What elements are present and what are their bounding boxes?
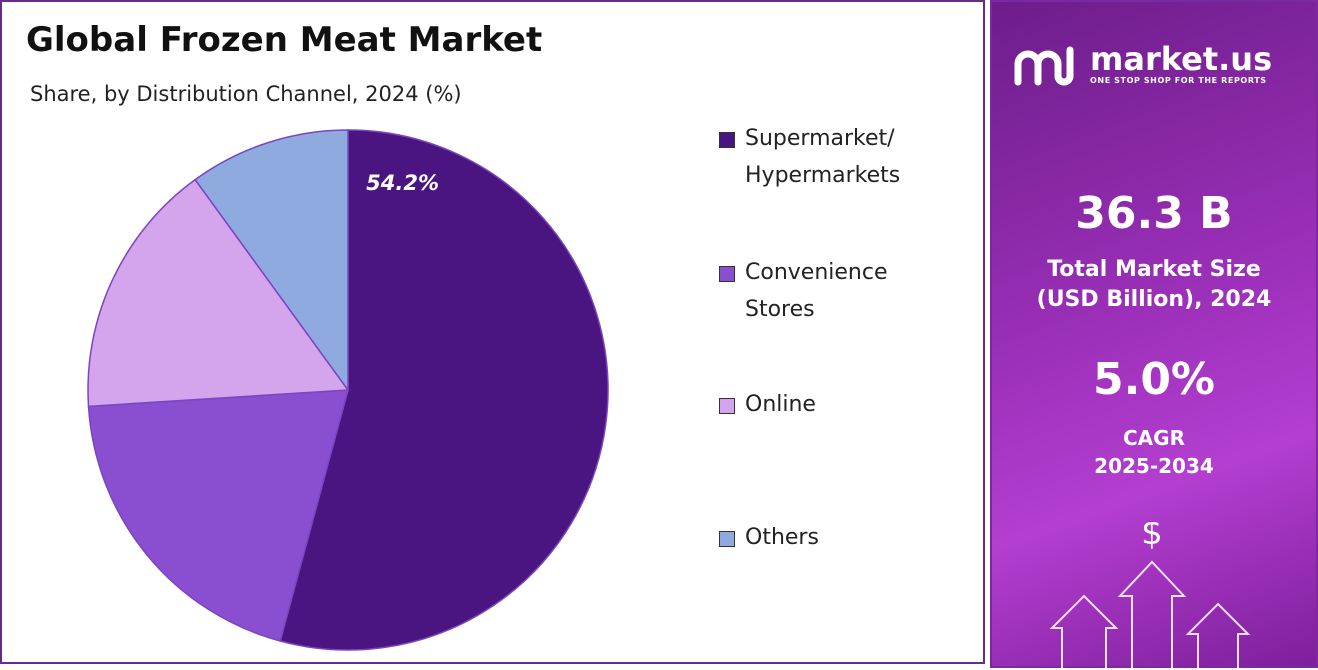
cagr: 5.0%	[1092, 354, 1216, 405]
arrows-decoration: $	[1049, 522, 1251, 670]
cagr-label: CAGR	[1123, 426, 1185, 450]
legend-swatch	[719, 266, 735, 282]
legend-swatch	[719, 531, 735, 547]
legend-entry: Others	[719, 519, 930, 556]
brand: market.us	[1090, 40, 1273, 78]
chart-subtitle: Share, by Distribution Channel, 2024 (%)	[30, 82, 462, 106]
data-label: 54.2%	[366, 171, 439, 195]
legend-swatch	[719, 398, 735, 414]
logo-icon	[1014, 46, 1074, 86]
pie-slice	[87, 178, 350, 408]
legend-swatch	[719, 132, 735, 148]
chart-title: Global Frozen Meat Market	[26, 20, 543, 60]
legend-entry: Online	[719, 386, 930, 423]
sidebar: market.us ONE STOP SHOP FOR THE REPORTS …	[990, 0, 1318, 670]
legend-label: Convenience Stores	[745, 260, 888, 322]
pie-slice	[194, 129, 349, 393]
market-size-label: Total Market Size (USD Billion), 2024	[1036, 257, 1272, 312]
pie-slice	[87, 389, 349, 642]
svg-text:$: $	[1141, 522, 1163, 553]
pie-chart: 54.2%	[87, 129, 609, 651]
legend-entry: Convenience Stores	[719, 254, 930, 328]
legend-label: Online	[745, 392, 816, 417]
cagr-period: 2025-2034	[1094, 454, 1214, 478]
legend-entry: Supermarket/ Hypermarkets	[719, 120, 930, 194]
market-size: 36.3 B	[1075, 188, 1233, 239]
pie-slice	[279, 129, 609, 651]
tagline: ONE STOP SHOP FOR THE REPORTS	[1090, 76, 1267, 85]
legend-label: Supermarket/ Hypermarkets	[745, 126, 901, 188]
chart-panel: Global Frozen Meat Market Share, by Dist…	[0, 0, 985, 664]
legend-label: Others	[745, 525, 819, 550]
